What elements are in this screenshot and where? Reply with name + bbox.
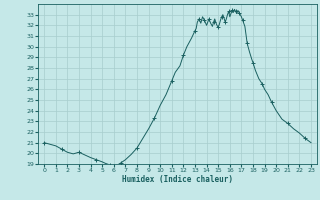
X-axis label: Humidex (Indice chaleur): Humidex (Indice chaleur)	[122, 175, 233, 184]
